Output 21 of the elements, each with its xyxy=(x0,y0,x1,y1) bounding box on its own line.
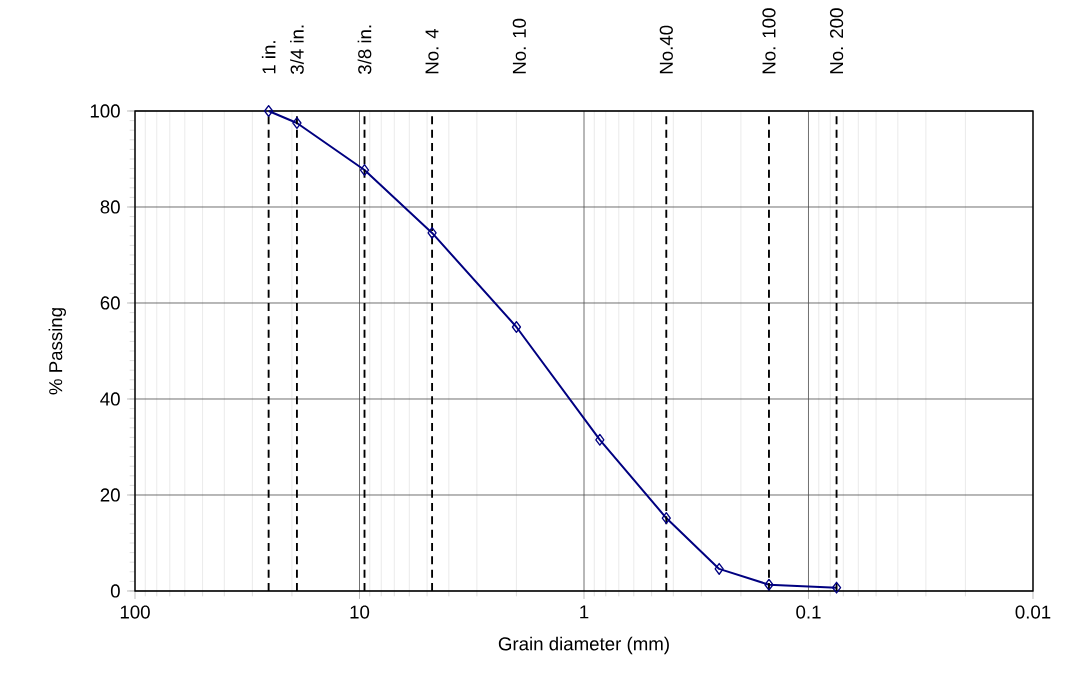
x-tick-label: 0.1 xyxy=(796,605,821,619)
y-tick-label: 60 xyxy=(100,296,120,310)
x-tick-label: 1 xyxy=(580,605,589,619)
ref-line-label: No. 200 xyxy=(829,8,844,74)
y-tick-label: 80 xyxy=(100,200,120,214)
x-axis-title: Grain diameter (mm) xyxy=(498,636,669,655)
ref-line-label: 1 in. xyxy=(261,41,276,74)
y-tick-label: 20 xyxy=(100,488,120,502)
ref-line-label: No.40 xyxy=(659,25,673,74)
x-tick-label: 100 xyxy=(120,605,150,619)
y-axis-title: % Passing xyxy=(48,308,66,395)
ref-line-label: 3/4 in. xyxy=(290,25,304,75)
x-tick-label: 10 xyxy=(350,605,370,619)
x-tick-label: 0.01 xyxy=(1015,605,1051,619)
y-tick-label: 40 xyxy=(100,392,120,406)
y-tick-label: 0 xyxy=(110,584,120,598)
text: No. 10 xyxy=(512,18,526,74)
ref-line-label: No. 4 xyxy=(425,28,439,74)
y-tick-label: 100 xyxy=(90,104,120,118)
ref-line-label: 3/8 in. xyxy=(357,25,372,75)
ref-line-label: No. 100 xyxy=(762,8,776,74)
